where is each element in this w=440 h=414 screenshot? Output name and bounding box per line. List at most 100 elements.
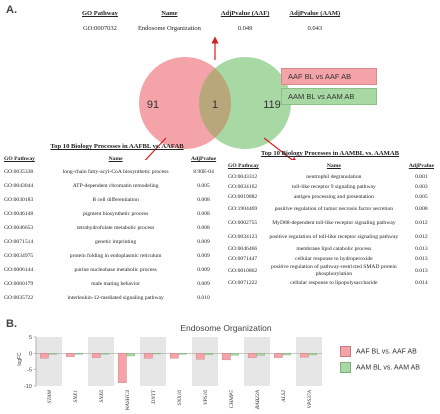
go-id: GO:0071447 [228, 256, 258, 262]
table-row: GO:0007032 Endosome Organization 0.049 0… [72, 23, 350, 34]
go-id: GO:0034123 [228, 234, 258, 240]
y-tick-label: 0 [29, 351, 32, 357]
table-row: GO:0035338 long-chain fatty-acyl-CoA bios… [2, 165, 222, 179]
adjpvalue: 0.009 [197, 239, 210, 245]
table-row: GO:0034975 protein folding in endoplasmic… [2, 249, 222, 263]
header-go-pathway: GO Pathway [4, 156, 35, 162]
bar [48, 353, 57, 355]
bar [195, 353, 205, 360]
go-id: GO:0030183 [4, 197, 34, 203]
table-row: GO:0006144 purine nucleobase metabolic pr… [2, 263, 222, 277]
adjpvalue: 0.008 [197, 197, 210, 203]
table-row: GO:0019882 antigen processing and present… [226, 192, 436, 202]
bar [273, 353, 283, 358]
venn-legend-aam: AAM BL vs AAM AB [281, 88, 377, 105]
x-tick-label: SNX1 [73, 390, 79, 403]
process-name: ATP-dependent chromatin remodeling [72, 182, 159, 189]
bar [256, 353, 266, 356]
adjpvalue: 0.008 [197, 211, 210, 217]
right-table-title: Top 10 Biology Processes in AAMBL vs. AA… [260, 150, 400, 157]
table-row: GO:0002755 MyD88-dependent toll-like rece… [226, 216, 436, 230]
chart-legend-aam: AAM BL vs. AAM AB [340, 362, 420, 373]
process-name: neutrophil degranulation [306, 173, 362, 180]
legend-swatch [340, 362, 351, 373]
bar [247, 353, 257, 358]
go-id: GO:0010862 [228, 268, 258, 274]
category-band [192, 337, 218, 386]
x-tick-label: DNTT [151, 389, 157, 405]
table-row: GO:0010862 positive regulation of pathway… [226, 264, 436, 278]
bar [204, 353, 213, 355]
process-name: toll-like receptor 9 signaling pathway [291, 183, 376, 190]
y-tick-label: 5 [29, 335, 32, 341]
adjpvalue: 0.014 [415, 280, 428, 286]
venn-legend-aaf: AAF BL vs AAF AB [281, 68, 377, 85]
process-name: long-chain fatty-acyl-CoA biosynthetic p… [62, 168, 169, 175]
bar [178, 353, 187, 355]
go-id: GO:0035338 [4, 169, 34, 175]
adjpvalue: 0.008 [197, 225, 210, 231]
adjpvalue-aaf: 0.049 [237, 25, 253, 32]
legend-label: AAF BL vs. AAF AB [356, 348, 417, 356]
go-id: GO:0034162 [228, 184, 258, 190]
process-name: cellular response to hydroperoxide [295, 255, 373, 262]
process-name: antigen processing and presentation [293, 193, 374, 200]
category-band [88, 337, 114, 386]
process-name: purine nucleobase metabolic process [74, 266, 157, 273]
adjpvalue: 0.001 [415, 174, 428, 180]
bar [152, 353, 161, 355]
adjpvalue: 0.012 [415, 234, 428, 240]
x-tick-label: SNX6 [99, 390, 105, 403]
category-band [140, 337, 166, 386]
category-band [36, 337, 62, 386]
process-name: tetrahydrofolate metabolic process [76, 224, 155, 231]
logfc-bar-chart: Endosome Organization logFC 5 0 -5 -10 STAM… [17, 323, 322, 411]
table-row: GO:0071514 genetic imprinting 0.009 [2, 235, 222, 249]
bar [117, 353, 127, 383]
go-id: GO:0046466 [228, 246, 258, 252]
x-tick-label: VPS16 [203, 390, 209, 405]
legend-label: AAM BL vs. AAM AB [356, 364, 420, 372]
arrow-left [144, 137, 167, 160]
arrow-right [263, 137, 298, 160]
process-name: interleukin-12-mediated signaling pathwa… [67, 294, 164, 301]
shared-pathway-table: GO Pathway Name AdjPvalue (AAF) AdjPvalu… [72, 10, 350, 34]
bar [282, 353, 292, 356]
table-row: GO:0071222 cellular response to lipopolys… [226, 278, 436, 288]
go-id: GO:0019882 [228, 194, 258, 200]
bar [308, 353, 318, 356]
header-adjpvalue-aam: AdjPvalue (AAM) [289, 10, 341, 17]
process-name: membrane lipid catabolic process [296, 245, 372, 252]
bar [126, 353, 136, 357]
adjpvalue: 0.013 [415, 268, 428, 274]
y-axis-label: logFC [17, 352, 23, 366]
bar [299, 353, 309, 358]
header-name: Name [326, 163, 341, 169]
bar [143, 353, 153, 359]
x-tick-label: WASHC4 [124, 390, 131, 411]
go-id: GO:0060179 [4, 281, 34, 287]
table-row: GO:0043044 ATP-dependent chromatin remode… [2, 179, 222, 193]
bar [221, 353, 231, 361]
go-id: GO:0002755 [228, 220, 258, 226]
legend-swatch [340, 346, 351, 357]
table-row: GO:0034162 toll-like receptor 9 signaling… [226, 182, 436, 192]
adjpvalue: 0.003 [415, 184, 428, 190]
header-adjpvalue: AdjPvalue [190, 156, 217, 162]
venn-left-count: 91 [147, 99, 159, 111]
bar [169, 353, 179, 359]
go-id: GO:0046653 [4, 225, 34, 231]
pathway-name: Endosome Organization [137, 25, 201, 32]
go-id: GO:0006144 [4, 267, 34, 273]
adjpvalue: 0.005 [415, 194, 428, 200]
adjpvalue: 0.009 [197, 253, 210, 259]
header-go-pathway: GO Pathway [82, 10, 118, 17]
go-id: GO:0007032 [82, 25, 117, 32]
table-row: GO:0046148 pigment biosynthetic process 0.… [2, 207, 222, 221]
left-table-title: Top 10 Biology Processes in AAFBL vs. AA… [50, 143, 184, 150]
header-adjpvalue-aaf: AdjPvalue (AAF) [220, 10, 270, 17]
header-adjpvalue: AdjPvalue [408, 163, 434, 169]
process-name: B cell differentiation [92, 196, 139, 203]
bar [91, 353, 101, 358]
y-tick-label: -10 [24, 384, 32, 390]
